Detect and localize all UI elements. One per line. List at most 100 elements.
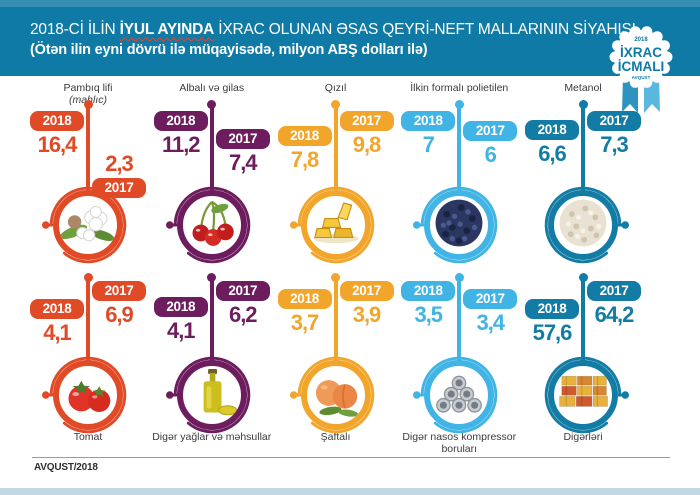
value-2017-group: 2017 9,8 [339, 111, 394, 173]
product-name-text: Albalı və gilas [179, 82, 245, 94]
decorative-arc [289, 186, 374, 264]
year-badge-2018: 2018 [277, 289, 332, 309]
value-2017-group: 2017 6,9 [92, 281, 146, 346]
year-values: 2018 16,4 2017 2,3 [30, 111, 146, 198]
year-badge-2018: 2018 [401, 111, 456, 131]
decorative-arc [413, 186, 498, 264]
value-2018: 4,1 [166, 318, 196, 343]
value-2018-group: 2018 57,6 [525, 299, 579, 346]
year-badge-2017: 2017 [339, 281, 394, 301]
product-name: Tomat [18, 431, 158, 443]
year-values: 2018 3,7 2017 3,9 [277, 281, 394, 336]
product-ring [300, 190, 371, 260]
cherries-icon [183, 196, 241, 254]
items-grid: Pambıq lifi (mahlıc) 2018 16,4 2017 2,3 [0, 82, 700, 457]
year-badge-2017: 2017 [92, 178, 146, 198]
value-2017-group: 2017 3,4 [463, 289, 518, 336]
product-circle [537, 349, 629, 441]
value-2017-group: 2017 6 [463, 121, 518, 168]
year-values: 2018 57,6 2017 64,2 [525, 281, 641, 346]
year-badge-2017: 2017 [215, 281, 270, 301]
value-2017: 9,8 [352, 132, 382, 157]
product-item: Metanol 2018 6,6 2017 7,3 [523, 82, 643, 268]
value-2017: 7,4 [228, 150, 258, 175]
connector-dot [83, 273, 93, 282]
value-2018-group: 2018 4,1 [153, 297, 208, 344]
title-highlight: İYUL AYINDA [119, 21, 215, 38]
product-name-text: Digər yağlar və məhsullar [152, 431, 272, 443]
product-ring [424, 360, 495, 430]
value-2018-group: 2018 3,7 [277, 289, 332, 336]
product-circle [42, 179, 134, 271]
plastic-pellets-icon [430, 196, 488, 254]
page-subtitle: (Ötən ilin eyni dövrü ilə müqayisədə, mi… [30, 42, 428, 59]
product-circle [165, 179, 258, 271]
connector-line [581, 104, 585, 192]
year-badge-2017: 2017 [463, 121, 518, 141]
year-values: 2018 6,6 2017 7,3 [525, 111, 641, 167]
value-2018-group: 2018 6,6 [525, 120, 579, 167]
product-name: İlkin formalı polietilen [391, 82, 527, 95]
badge-rosette [609, 26, 673, 88]
year-badge-2018: 2018 [401, 281, 456, 301]
year-badge-2017: 2017 [92, 281, 146, 301]
value-2017-group: 2017 6,2 [215, 281, 270, 344]
product-name-text: Qızıl [324, 82, 347, 94]
product-name: Digər nasos kompressor boruları [389, 431, 529, 455]
product-circle [289, 179, 382, 271]
value-2018: 4,1 [43, 320, 72, 345]
product-ring [176, 360, 247, 430]
decorative-arc [544, 356, 629, 434]
value-2018: 3,5 [414, 302, 443, 327]
product-name-text: Metanol [564, 82, 602, 94]
product-name: Şaftalı [266, 431, 406, 443]
row-top: Pambıq lifi (mahlıc) 2018 16,4 2017 2,3 [0, 82, 700, 271]
value-2017: 64,2 [594, 302, 635, 327]
connector-line [209, 277, 214, 365]
row-bottom: 2018 4,1 2017 6,9 Tomat [0, 268, 700, 457]
decorative-arc [289, 356, 374, 434]
product-name: Qızıl [268, 82, 404, 95]
value-2017-group: 2017 64,2 [587, 281, 641, 346]
product-name-text: Pambıq lifi [63, 82, 113, 94]
value-2018-group: 2018 3,5 [401, 281, 456, 336]
product-item: Pambıq lifi (mahlıc) 2018 16,4 2017 2,3 [28, 82, 148, 271]
peaches-icon [307, 366, 365, 424]
year-badge-2017: 2017 [587, 111, 641, 131]
footer-divider [32, 457, 670, 458]
product-circle [165, 349, 258, 441]
value-2018: 3,7 [290, 310, 320, 335]
product-ring [176, 190, 247, 260]
product-ring [53, 190, 123, 260]
value-2017: 2,3 [105, 151, 134, 176]
connector-line [333, 277, 338, 365]
product-item: Albalı və gilas 2018 11,2 2017 7,4 [152, 82, 272, 271]
year-badge-2017: 2017 [215, 129, 270, 149]
year-badge-2018: 2018 [30, 111, 84, 131]
year-values: 2018 7 2017 6 [401, 111, 518, 168]
value-2018-group: 2018 16,4 [30, 111, 84, 198]
value-2018-group: 2018 4,1 [30, 299, 84, 346]
decorative-arc [413, 356, 498, 434]
year-badge-2018: 2018 [30, 299, 84, 319]
gold-bars-icon [307, 196, 365, 254]
value-2017: 3,9 [352, 302, 382, 327]
containers-icon [554, 366, 612, 424]
granules-icon [554, 196, 612, 254]
product-item: 2018 3,5 2017 3,4 Digər nasos kompressor… [399, 268, 519, 457]
connector-line [581, 277, 585, 365]
value-2017-group: 2017 7,4 [215, 129, 270, 176]
svg-text:İCMALI: İCMALI [618, 59, 665, 74]
header: 2018-Cİ İLİN İYUL AYINDA İXRAC OLUNAN ƏS… [0, 0, 700, 76]
product-item: 2018 3,7 2017 3,9 Şaftalı [276, 268, 396, 457]
tomatoes-icon [59, 366, 117, 424]
value-2018: 11,2 [161, 132, 201, 157]
product-name-sub: (mahlıc) [20, 94, 156, 107]
connector-line [86, 277, 90, 365]
product-circle [289, 349, 382, 441]
product-name-text: Digər nasos kompressor boruları [402, 431, 517, 456]
product-item: İlkin formalı polietilen 2018 7 2017 6 [399, 82, 519, 268]
product-ring [548, 190, 618, 260]
product-item: 2018 57,6 2017 64,2 Digərləri [523, 268, 643, 457]
